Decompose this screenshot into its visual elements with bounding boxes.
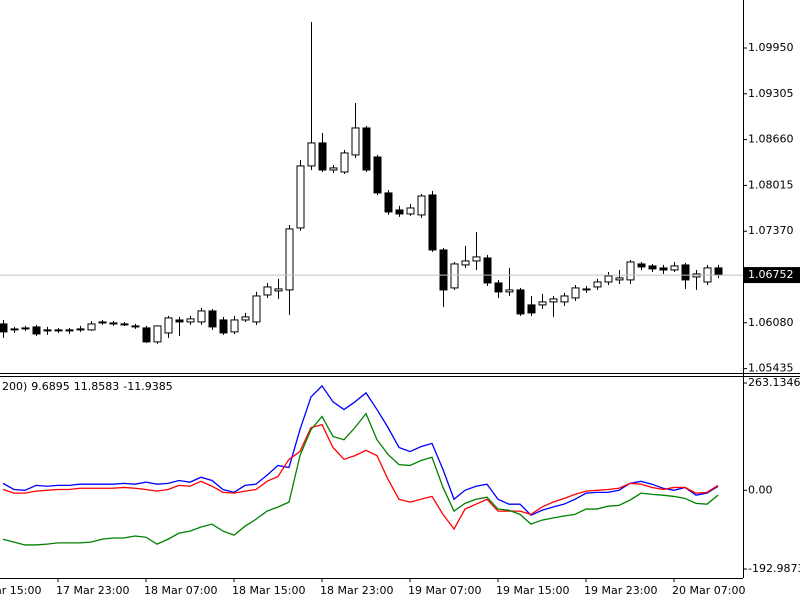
candle-body	[527, 304, 536, 314]
x-tick-label: 19 Mar 23:00	[584, 584, 657, 597]
candle-body	[362, 127, 371, 171]
candle-body	[461, 260, 470, 266]
candle-body	[450, 263, 459, 289]
y-tick-label: 263.1346	[748, 376, 800, 389]
caption: 200)	[2, 380, 27, 393]
candle-body	[494, 282, 503, 293]
candle-body	[175, 319, 184, 323]
candle-body	[395, 209, 404, 215]
y-tick-label: 0.00	[748, 483, 773, 496]
candle-body	[131, 325, 140, 328]
candle-body	[538, 301, 547, 306]
x-tick-label: 19 Mar 07:00	[408, 584, 481, 597]
x-tick-label: 17 Mar 15:00	[0, 584, 41, 597]
candle-body	[32, 326, 41, 335]
candle-body	[153, 325, 162, 343]
candle-body	[10, 328, 19, 331]
candle-body	[615, 277, 624, 281]
candle-body	[505, 289, 514, 293]
candle-body	[197, 310, 206, 323]
candle-body	[109, 322, 118, 325]
candle-body	[373, 156, 382, 194]
candle-body	[472, 256, 481, 262]
candle-body	[571, 287, 580, 299]
candle-body	[263, 286, 272, 296]
candle-body	[0, 323, 8, 333]
x-tick-label: 18 Mar 07:00	[144, 584, 217, 597]
candle-body	[54, 329, 63, 332]
candle-body	[439, 249, 448, 291]
y-tick-label: 1.08660	[748, 133, 794, 146]
y-tick-label: -192.9873	[748, 562, 800, 575]
candle-body	[384, 192, 393, 213]
candle-body	[98, 321, 107, 324]
y-tick-label: 1.09305	[748, 87, 794, 100]
candle-body	[21, 327, 30, 330]
candle-body	[208, 310, 217, 328]
candle-body	[219, 319, 228, 334]
candle-body	[285, 228, 294, 291]
candle-body	[252, 295, 261, 323]
candle-body	[714, 267, 723, 276]
y-tick-label: 1.08015	[748, 178, 794, 191]
candle-body	[164, 317, 173, 334]
candle-body	[274, 288, 283, 292]
indicator-value: 9.6895	[31, 380, 70, 393]
candle-body	[637, 263, 646, 268]
candle-body	[626, 261, 635, 281]
candle-body	[241, 316, 250, 321]
candle-body	[329, 167, 338, 171]
candle-body	[120, 323, 129, 326]
indicator-line	[2, 412, 719, 546]
candle-body	[659, 267, 668, 271]
last-price-box	[744, 267, 800, 284]
candle-body	[318, 142, 327, 171]
plot-layer	[0, 22, 743, 546]
candle-body	[43, 329, 52, 332]
candle-body	[428, 194, 437, 251]
candle-body	[560, 295, 569, 303]
y-tick-label: 1.07370	[748, 224, 794, 237]
candle-body	[142, 327, 151, 343]
candle-body	[406, 207, 415, 215]
indicator-line	[2, 384, 719, 516]
indicator-value: 11.8583	[74, 380, 120, 393]
candle-body	[681, 264, 690, 281]
y-tick-label: 1.06080	[748, 316, 794, 329]
candle-body	[648, 265, 657, 270]
last-price-label: 1.06752	[748, 268, 794, 281]
indicator-value: -11.9385	[123, 380, 172, 393]
candle-body	[516, 289, 525, 315]
candle-body	[296, 165, 305, 229]
candle-body	[604, 275, 613, 283]
candle-body	[417, 195, 426, 216]
x-tick-label: 20 Mar 07:00	[672, 584, 745, 597]
x-tick-label: 18 Mar 15:00	[232, 584, 305, 597]
candle-body	[670, 265, 679, 271]
candle-body	[549, 298, 558, 303]
candle-body	[230, 319, 239, 333]
candle-body	[87, 323, 96, 331]
candle-body	[351, 127, 360, 156]
candle-body	[582, 288, 591, 291]
candle-body	[483, 257, 492, 284]
candle-body	[76, 328, 85, 331]
candle-body	[593, 281, 602, 288]
x-tick-label: 17 Mar 23:00	[56, 584, 129, 597]
candle-body	[65, 329, 74, 332]
indicator-caption: 200) 9.6895 11.8583 -11.9385	[2, 380, 173, 393]
candle-body	[340, 152, 349, 173]
x-tick-label: 19 Mar 15:00	[496, 584, 569, 597]
candle-body	[307, 142, 316, 167]
candle-body	[186, 318, 195, 323]
x-tick-label: 18 Mar 23:00	[320, 584, 393, 597]
y-tick-label: 1.09950	[748, 41, 794, 54]
indicator-line	[2, 423, 719, 531]
y-tick-label: 1.05435	[748, 362, 794, 375]
